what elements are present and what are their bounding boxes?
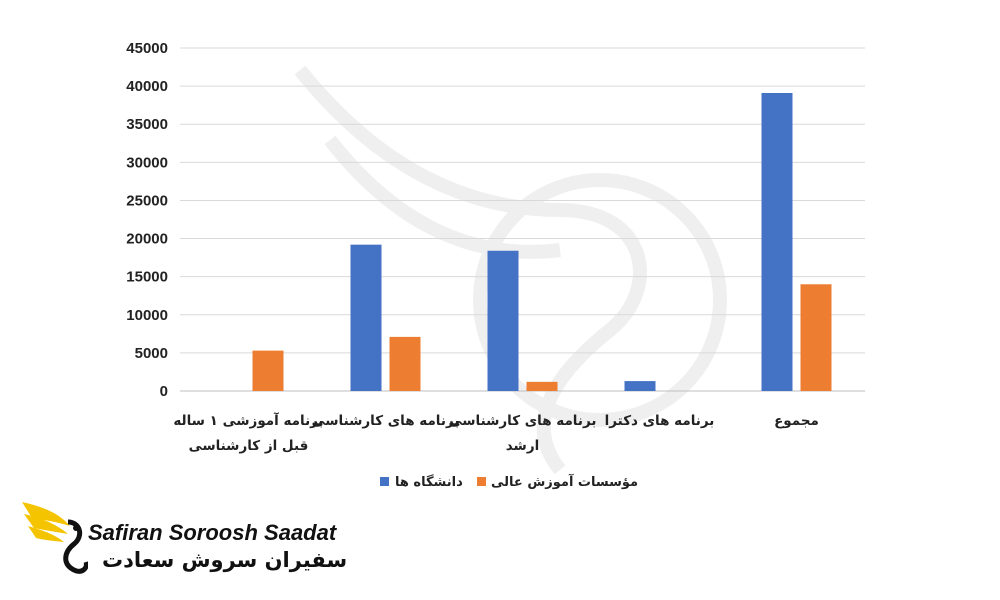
y-tick-label: 15000 bbox=[126, 269, 168, 286]
bird-logo-icon bbox=[22, 502, 88, 574]
category-label: برنامه های دکترا bbox=[605, 413, 715, 429]
brand-logo: Safiran Soroosh Saadat سفیران سروش سعادت bbox=[18, 492, 347, 588]
y-tick-label: 35000 bbox=[126, 116, 168, 133]
bar-universities bbox=[350, 244, 382, 391]
bar-institutes bbox=[800, 284, 832, 391]
brand-name-en: Safiran Soroosh Saadat bbox=[88, 520, 337, 545]
y-tick-label: 25000 bbox=[126, 192, 168, 209]
category-label: قبل از کارشناسی bbox=[189, 438, 309, 454]
legend-swatch bbox=[380, 477, 389, 486]
category-label: ارشد bbox=[506, 438, 539, 454]
bar-universities bbox=[761, 92, 793, 392]
bars bbox=[252, 92, 832, 392]
bar-institutes bbox=[389, 336, 421, 391]
y-tick-label: 30000 bbox=[126, 154, 168, 171]
category-label: برنامه های کارشناسی bbox=[449, 413, 597, 429]
gridlines bbox=[180, 47, 865, 392]
bar-universities bbox=[487, 250, 519, 391]
y-tick-label: 40000 bbox=[126, 78, 168, 95]
y-tick-label: 20000 bbox=[126, 231, 168, 248]
bar-institutes bbox=[526, 381, 558, 391]
legend: دانشگاه ها مؤسسات آموزش عالی bbox=[380, 473, 638, 490]
legend-label: مؤسسات آموزش عالی bbox=[491, 473, 638, 490]
y-tick-label: 10000 bbox=[126, 307, 168, 324]
brand-name-fa: سفیران سروش سعادت bbox=[102, 548, 348, 572]
y-tick-label: 45000 bbox=[126, 40, 168, 57]
legend-swatch bbox=[477, 477, 486, 486]
bar-universities bbox=[624, 381, 656, 391]
category-label: برنامه آموزشی ۱ ساله bbox=[173, 412, 323, 429]
y-axis-ticks: 0 5000 10000 15000 20000 25000 30000 35000 40000… bbox=[126, 40, 168, 400]
bar-institutes bbox=[252, 350, 284, 391]
y-tick-label: 5000 bbox=[135, 345, 168, 362]
y-tick-label: 0 bbox=[160, 383, 168, 400]
category-label: برنامه های کارشناسی bbox=[312, 413, 460, 429]
legend-label: دانشگاه ها bbox=[395, 474, 463, 490]
category-label: مجموع bbox=[774, 413, 819, 429]
